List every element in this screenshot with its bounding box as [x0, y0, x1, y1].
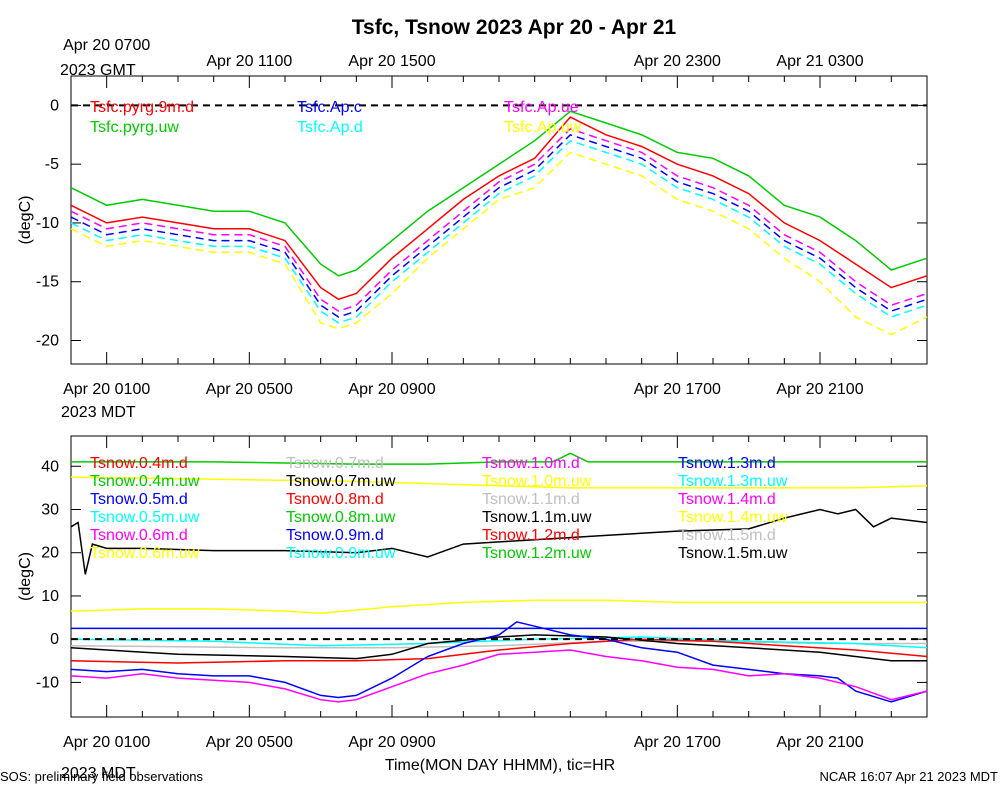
gmt-tick-label: Apr 20 1100 [206, 53, 292, 70]
x-axis-label: Time(MON DAY HHMM), tic=HR [385, 757, 615, 774]
mdt-tick-label: Apr 20 0900 [348, 381, 435, 398]
mdt-zone-label-top: 2023 MDT [61, 404, 136, 421]
legend-entry: Tsnow.0.5m.uw [90, 509, 200, 526]
mdt-zone-label-bottom: 2023 MDT [61, 765, 136, 782]
series-line-Tsnow.0.4m.uw [71, 452, 927, 465]
y-tick-label: -15 [36, 274, 59, 291]
mdt-tick-label: Apr 20 0100 [63, 734, 150, 751]
series-line-Tsfc.Ap.ue [70, 128, 928, 312]
legend-entry: Tsfc.Ap.uw [504, 119, 582, 136]
series-line-Tsnow.0.5m.d [70, 621, 928, 703]
y-tick-label: -5 [45, 156, 59, 173]
legend-entry: Tsnow.0.7m.d [286, 455, 384, 472]
legend-entry: Tsnow.0.4m.d [90, 455, 188, 472]
legend-entry: Tsnow.1.0m.d [482, 455, 580, 472]
plot-frame [70, 75, 928, 365]
series-line-Tsnow.0.6m.uw [70, 599, 927, 614]
legend-entry: Tsnow.1.1m.uw [482, 509, 592, 526]
mdt-tick-label: Apr 20 0500 [206, 734, 293, 751]
legend-entry: Tsfc.pyrg.uw [90, 119, 179, 136]
series-line-Tsnow.0.6m.d [70, 649, 928, 703]
legend-entry: Tsnow.1.3m.uw [678, 473, 788, 490]
y-tick-label: 20 [41, 545, 59, 562]
legend-entry: Tsnow.0.8m.d [286, 491, 384, 508]
y-tick-label: 30 [41, 501, 59, 518]
tsfc-panel: 0 -5 -10 -15 -20 (degC) Apr 20 0100 Apr 20 0500… [17, 75, 928, 398]
series-line-Tsfc.Ap.uw [70, 151, 928, 336]
legend-entry: Tsnow.0.5m.d [90, 491, 188, 508]
gmt-tick-label: Apr 20 2300 [634, 53, 721, 70]
gmt-tick-label: Apr 20 0700 [63, 37, 150, 54]
tsnow-panel: 40 30 20 10 0 -10 (degC) Apr 20 0100 Apr 20 0500… [17, 435, 928, 751]
legend-entry: Tsnow.1.4m.d [678, 491, 776, 508]
legend-entry: Tsnow.1.5m.d [678, 527, 776, 544]
series-line-Tsnow.0.4m.d [70, 638, 928, 664]
y-axis-label: (degC) [17, 196, 34, 245]
legend-entry: Tsfc.Ap.ue [504, 99, 579, 116]
mdt-tick-label: Apr 20 1700 [634, 734, 721, 751]
legend-entry: Tsnow.1.4m.uw [678, 509, 788, 526]
series-line-Tsfc.Ap.d [70, 139, 928, 324]
gmt-zone-label: 2023 GMT [60, 62, 136, 79]
legend-entry: Tsnow.0.9m.uw [286, 545, 396, 562]
footer-right: NCAR 16:07 Apr 21 2023 MDT [820, 769, 999, 784]
y-tick-label: 0 [50, 631, 59, 648]
series-line-Tsnow.0.7m.uw [70, 634, 927, 662]
series-line-Tsfc.Ap.c [70, 133, 928, 318]
series-line-Tsfc.pyrg.9m.d [70, 116, 928, 301]
y-tick-label: 0 [50, 97, 59, 114]
legend-entry: Tsfc.Ap.c [297, 99, 362, 116]
legend-entry: Tsnow.1.3m.d [678, 455, 776, 472]
legend-entry: Tsnow.1.1m.d [482, 491, 580, 508]
y-axis-label: (degC) [17, 552, 34, 601]
legend-entry: Tsnow.0.8m.uw [286, 509, 396, 526]
y-tick-label: -10 [36, 215, 59, 232]
legend-entry: Tsnow.1.0m.uw [482, 473, 592, 490]
series-line-Tsnow.1.5m.uw [70, 508, 928, 575]
mdt-tick-label: Apr 20 0100 [63, 381, 150, 398]
gmt-tick-label: Apr 21 0300 [776, 53, 863, 70]
y-tick-label: 40 [41, 458, 59, 475]
legend-entry: Tsnow.1.2m.d [482, 527, 580, 544]
legend-entry: Tsnow.1.5m.uw [678, 545, 788, 562]
mdt-tick-label: Apr 20 2100 [776, 381, 863, 398]
legend-entry: Tsfc.Ap.d [297, 119, 363, 136]
legend-entry: Tsnow.1.2m.uw [482, 545, 592, 562]
mdt-tick-label: Apr 20 0900 [348, 734, 435, 751]
legend-entry: Tsnow.0.6m.uw [90, 545, 200, 562]
mdt-tick-label: Apr 20 2100 [776, 734, 863, 751]
series-line-Tsnow.1.0m.uw [70, 476, 928, 489]
gmt-tick-label: Apr 20 1500 [348, 53, 435, 70]
series-line-Tsfc.pyrg.uw [70, 110, 928, 277]
series-line-Tsnow.1.3m.uw [70, 636, 928, 649]
legend-entry: Tsnow.0.9m.d [286, 527, 384, 544]
legend-entry: Tsnow.0.7m.uw [286, 473, 396, 490]
footer-left: SOS: preliminary field observations [0, 769, 204, 784]
mdt-tick-label: Apr 20 0500 [206, 381, 293, 398]
mdt-tick-label: Apr 20 1700 [634, 381, 721, 398]
y-tick-label: 10 [41, 588, 59, 605]
legend-entry: Tsnow.0.6m.d [90, 527, 188, 544]
legend-entry: Tsnow.0.4m.uw [90, 473, 200, 490]
chart-title: Tsfc, Tsnow 2023 Apr 20 - Apr 21 [352, 16, 677, 39]
y-tick-label: -20 [36, 332, 59, 349]
y-tick-label: -10 [36, 674, 59, 691]
legend-entry: Tsfc.pyrg.9m.d [90, 99, 194, 116]
